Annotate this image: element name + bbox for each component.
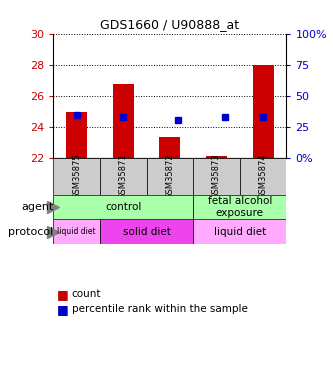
Text: ■: ■: [57, 288, 68, 301]
Bar: [53, 158, 100, 195]
Bar: [113, 84, 134, 158]
Bar: [193, 158, 240, 195]
Bar: [100, 219, 193, 244]
Bar: [253, 65, 274, 158]
Text: GSM35873: GSM35873: [212, 153, 221, 199]
Bar: [193, 195, 286, 219]
Text: fetal alcohol
exposure: fetal alcohol exposure: [207, 196, 272, 218]
Bar: [206, 156, 227, 158]
Text: GSM35871: GSM35871: [119, 153, 128, 199]
Bar: [193, 219, 286, 244]
Text: GSM35874: GSM35874: [258, 153, 268, 199]
Bar: [160, 137, 180, 158]
Bar: [100, 158, 147, 195]
Text: GSM35872: GSM35872: [165, 153, 174, 199]
Bar: [240, 158, 286, 195]
Text: agent: agent: [21, 202, 54, 212]
Title: GDS1660 / U90888_at: GDS1660 / U90888_at: [100, 18, 239, 31]
Text: GSM35875: GSM35875: [72, 153, 81, 199]
Bar: [66, 112, 87, 158]
Bar: [53, 195, 193, 219]
Bar: [53, 219, 100, 244]
Text: control: control: [105, 202, 142, 212]
Text: protocol: protocol: [9, 226, 54, 237]
Text: count: count: [72, 290, 101, 299]
Text: ■: ■: [57, 303, 68, 316]
Text: liquid diet: liquid diet: [214, 226, 266, 237]
Text: percentile rank within the sample: percentile rank within the sample: [72, 304, 247, 314]
Text: liquid diet: liquid diet: [57, 227, 96, 236]
Text: solid diet: solid diet: [123, 226, 170, 237]
Bar: [147, 158, 193, 195]
